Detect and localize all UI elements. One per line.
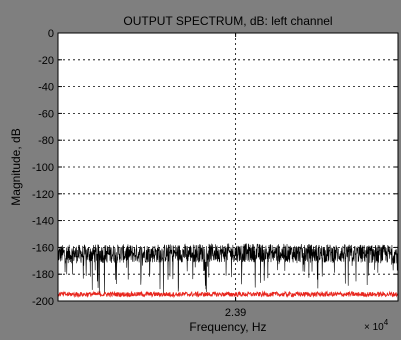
black-series-group bbox=[57, 243, 399, 295]
tick-labels: 0 -20 -40 -60 -80 -100 -120 -140 -160 -180 -200 2.3… bbox=[32, 28, 246, 319]
y-tick-label: -200 bbox=[32, 296, 54, 308]
y-tick-label: -60 bbox=[38, 108, 54, 120]
red-series-group bbox=[57, 290, 399, 299]
y-tick-label: -80 bbox=[38, 135, 54, 147]
grid bbox=[58, 33, 398, 301]
y-tick-label: -20 bbox=[38, 55, 54, 67]
y-tick-label: -40 bbox=[38, 82, 54, 94]
black-spectrum-line bbox=[57, 243, 399, 295]
y-tick-label: -180 bbox=[32, 269, 54, 281]
red-noise-floor-line bbox=[57, 290, 399, 299]
x-tick-label: 2.39 bbox=[225, 307, 246, 319]
x-exponent-power: 4 bbox=[384, 318, 389, 327]
y-tick-label: -160 bbox=[32, 242, 54, 254]
y-tick-label: -140 bbox=[32, 216, 54, 228]
chart-title: OUTPUT SPECTRUM, dB: left channel bbox=[123, 14, 332, 28]
y-tick-label: -120 bbox=[32, 189, 54, 201]
y-tick-label: 0 bbox=[48, 28, 54, 40]
y-tick-label: -100 bbox=[32, 162, 54, 174]
y-axis-label: Magnitude, dB bbox=[9, 128, 23, 205]
x-exponent-label: × 104 bbox=[364, 318, 389, 333]
x-axis-label: Frequency, Hz bbox=[189, 320, 266, 334]
tick-marks bbox=[58, 32, 398, 302]
